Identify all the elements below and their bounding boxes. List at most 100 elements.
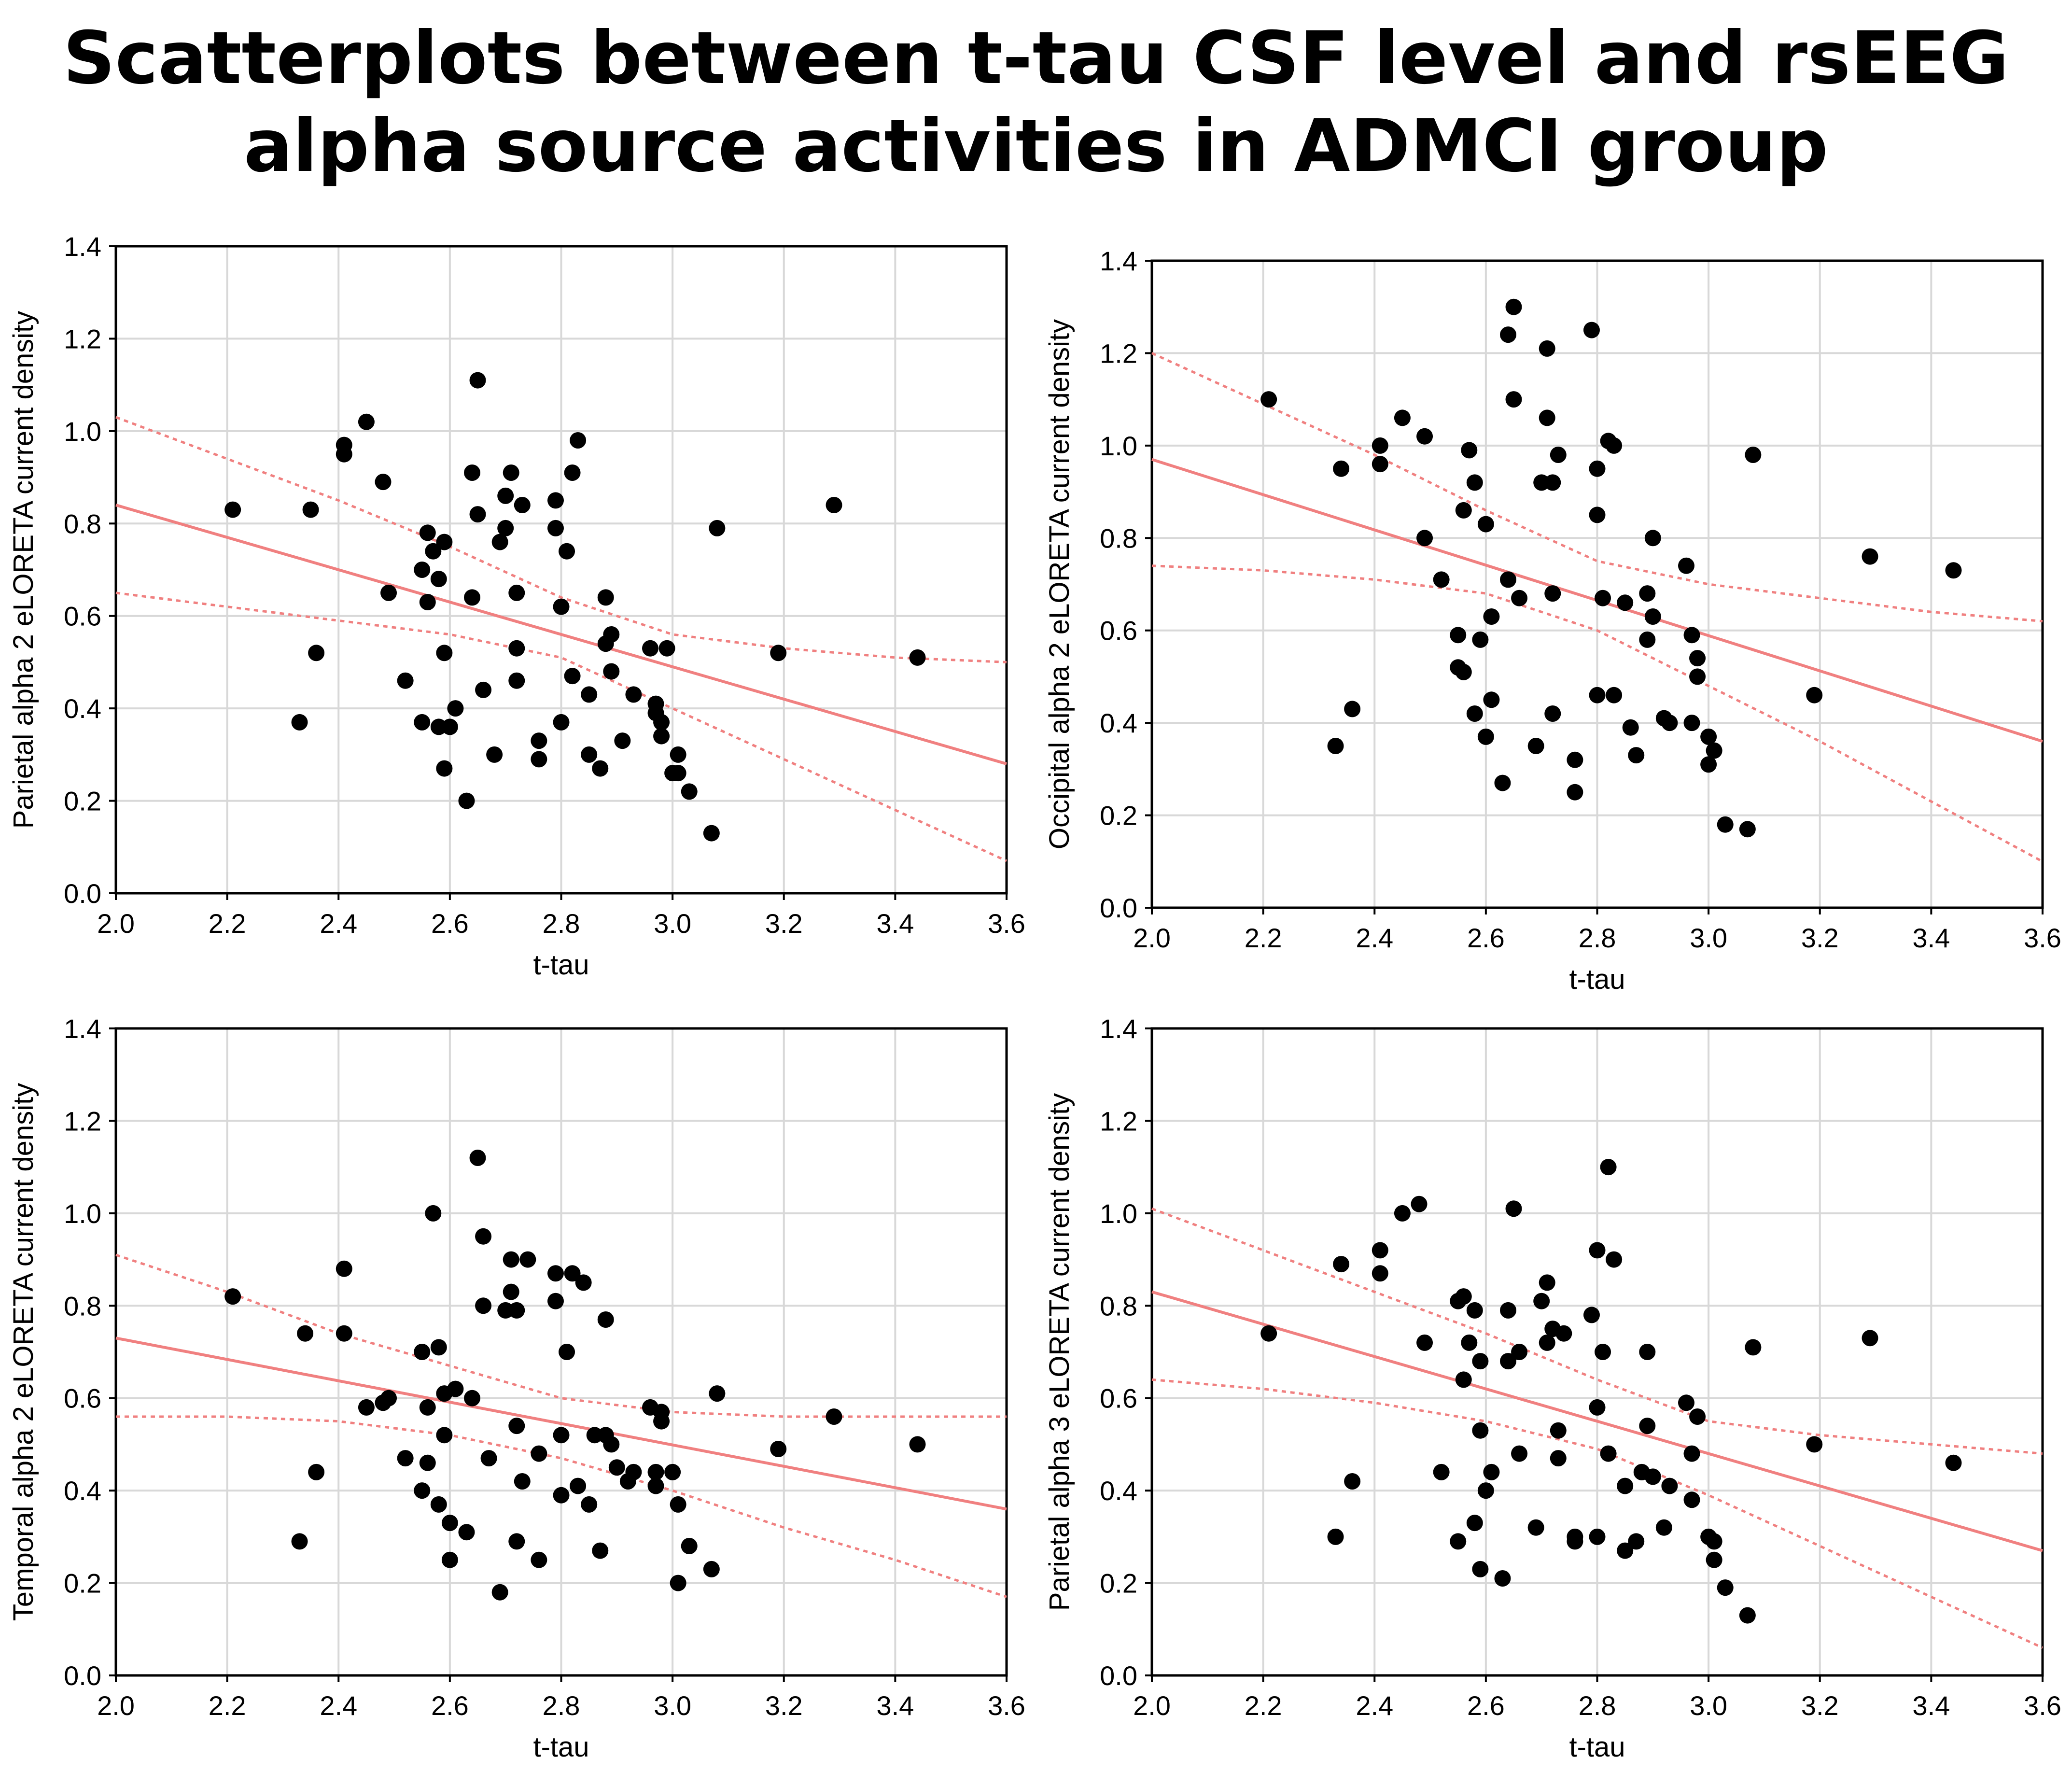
data-point (658, 640, 675, 657)
data-point (308, 1463, 325, 1480)
data-point (519, 1251, 536, 1268)
y-axis-title: Occipital alpha 2 eLORETA current densit… (1044, 319, 1075, 849)
y-tick-label: 1.0 (1100, 431, 1137, 461)
data-point (430, 1496, 447, 1513)
data-point (1589, 687, 1606, 703)
data-point (1555, 1325, 1572, 1342)
data-point (375, 474, 392, 491)
data-point (1862, 1330, 1878, 1347)
data-point (1527, 738, 1544, 754)
y-tick-label: 1.4 (1100, 1013, 1137, 1044)
data-point (1466, 474, 1483, 491)
data-point (1606, 1251, 1623, 1268)
data-point (559, 1344, 575, 1360)
data-point (1678, 1394, 1694, 1411)
data-point (1689, 650, 1706, 667)
x-tick-label: 2.6 (431, 908, 469, 939)
data-point (464, 464, 480, 481)
data-point (458, 792, 475, 809)
data-point (1416, 1334, 1433, 1351)
data-point (531, 1551, 547, 1568)
data-point (1344, 701, 1361, 717)
regression-line (115, 504, 1007, 765)
y-tick-label: 0.0 (1100, 1660, 1137, 1691)
data-point (770, 645, 787, 661)
data-point (441, 1515, 458, 1532)
y-axis-title: Parietal alpha 3 eLORETA current density (1044, 1093, 1075, 1611)
data-point (653, 1413, 670, 1430)
data-point (1455, 502, 1472, 519)
data-point (670, 746, 686, 763)
data-point (508, 1302, 525, 1319)
regression-line (115, 1336, 1007, 1511)
data-point (1550, 1450, 1567, 1467)
y-tick-label: 0.4 (64, 693, 101, 724)
y-tick-label: 1.0 (64, 416, 101, 447)
data-point (1639, 631, 1656, 648)
data-point (703, 825, 720, 842)
data-point (1539, 1274, 1555, 1291)
data-point (1327, 738, 1344, 754)
data-point (419, 594, 436, 610)
data-point (625, 1463, 642, 1480)
x-tick-label: 3.0 (654, 908, 691, 939)
data-point (1466, 1515, 1483, 1532)
data-point (291, 714, 308, 731)
scatter-panel-occipital-alpha2: 2.0 2.2 2.4 2.6 2.8 3.0 3.2 3.4 3.6 0.0 0.2 0.4 0.6 0… (1044, 246, 2061, 995)
x-tick-label: 2.0 (1133, 1690, 1171, 1721)
data-point (564, 668, 581, 685)
y-axis-title: Temporal alpha 2 eLORETA current density (8, 1083, 39, 1621)
y-axis-title: Parietal alpha 2 eLORETA current density (8, 311, 39, 829)
data-point (1477, 516, 1494, 533)
x-tick-label: 2.8 (543, 1690, 580, 1721)
data-point (564, 1265, 581, 1282)
data-point (547, 1293, 564, 1309)
scatter-panel-parietal-alpha2: 2.0 2.2 2.4 2.6 2.8 3.0 3.2 3.4 3.6 0.0 0.2 0.4 0.6 0… (8, 231, 1025, 981)
data-point (1589, 506, 1606, 523)
data-point (1455, 1288, 1472, 1305)
data-point (380, 584, 397, 601)
data-point (1483, 608, 1500, 625)
data-point (1606, 437, 1623, 454)
data-point (1583, 322, 1600, 338)
data-point (1617, 1542, 1634, 1559)
y-tick-label: 0.4 (1100, 708, 1137, 738)
data-point (547, 1265, 564, 1282)
x-tick-label: 3.2 (1801, 1690, 1839, 1721)
data-point (1505, 391, 1522, 408)
y-tick-label: 0.8 (64, 508, 101, 539)
data-point (336, 1325, 352, 1342)
x-tick-label: 2.6 (1467, 923, 1505, 953)
data-point (425, 1205, 442, 1222)
data-point (653, 714, 670, 731)
data-point (1372, 1265, 1388, 1282)
data-point (1745, 447, 1762, 463)
data-point (1483, 691, 1500, 708)
data-point (581, 746, 598, 763)
data-point (1639, 585, 1656, 602)
data-point (503, 1283, 519, 1300)
data-point (1472, 1422, 1489, 1439)
data-point (1628, 747, 1645, 764)
data-point (1567, 784, 1583, 801)
data-point (1260, 1325, 1277, 1342)
data-point (1583, 1307, 1600, 1323)
data-point (503, 464, 519, 481)
data-point (909, 649, 926, 666)
y-tick-label: 0.2 (64, 1568, 101, 1599)
x-axis-title: t-tau (533, 1731, 589, 1763)
ci-upper-band (115, 416, 1007, 663)
data-point (224, 501, 241, 518)
y-tick-label: 0.6 (64, 1383, 101, 1414)
data-point (464, 1390, 480, 1406)
data-point (670, 765, 686, 782)
data-point (1411, 1195, 1428, 1212)
data-point (1945, 1454, 1962, 1471)
data-point (1595, 1344, 1611, 1360)
data-point (1539, 1334, 1555, 1351)
data-point (647, 1477, 664, 1494)
data-point (508, 672, 525, 689)
data-point (1567, 1533, 1583, 1550)
data-point (614, 732, 631, 749)
data-point (486, 746, 503, 763)
